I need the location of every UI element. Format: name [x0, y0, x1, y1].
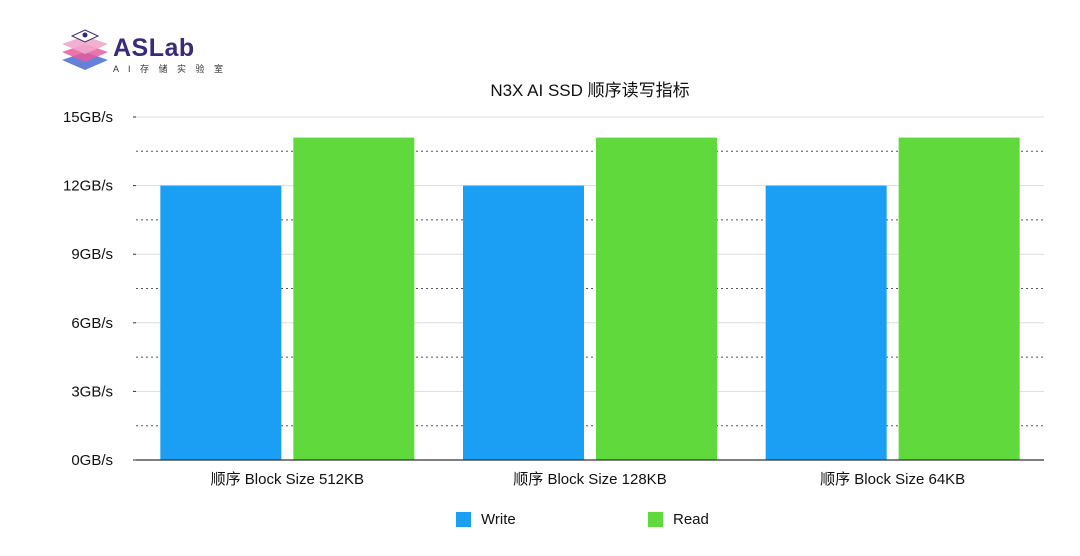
x-tick-label: 顺序 Block Size 128KB	[513, 471, 666, 488]
bar-write-3	[765, 185, 887, 460]
y-tick-label: 12GB/s	[63, 178, 113, 195]
logo-subtitle: A I 存 储 实 验 室	[113, 64, 227, 74]
legend-item-write: Write	[456, 511, 516, 528]
legend-label-write: Write	[481, 511, 516, 528]
y-tick-label: 3GB/s	[71, 383, 113, 400]
y-tick-label: 15GB/s	[63, 109, 113, 126]
y-tick-label: 6GB/s	[71, 315, 113, 332]
legend-item-read: Read	[648, 511, 709, 528]
bar-read-2	[596, 137, 717, 460]
bar-read-3	[898, 137, 1020, 460]
chart-title: N3X AI SSD 顺序读写指标	[490, 81, 690, 100]
x-tick-label: 顺序 Block Size 64KB	[820, 471, 965, 488]
legend-swatch-read	[648, 512, 663, 527]
bar-write-2	[463, 185, 584, 460]
x-tick-label: 顺序 Block Size 512KB	[211, 471, 364, 488]
y-tick-label: 0GB/s	[71, 452, 113, 469]
legend-swatch-write	[456, 512, 471, 527]
aslab-logo-icon	[62, 29, 108, 70]
bar-read-1	[293, 137, 415, 460]
bar-write-1	[160, 185, 282, 460]
aslab-logo	[58, 22, 208, 76]
logo-name: ASLab	[113, 34, 195, 62]
legend-label-read: Read	[673, 511, 709, 528]
y-tick-label: 9GB/s	[71, 246, 113, 263]
